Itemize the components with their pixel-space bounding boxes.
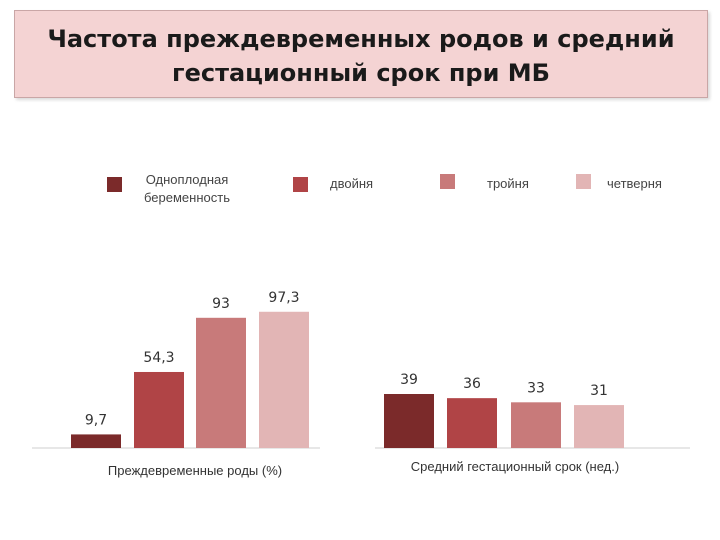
bar-preterm-triplets bbox=[196, 317, 246, 448]
data-label-preterm-twins: 54,3 bbox=[143, 350, 174, 366]
bar-gestation-single bbox=[384, 394, 434, 448]
legend-label-single: Одноплодная беременность bbox=[132, 171, 242, 207]
legend-swatch-quadruplets bbox=[576, 174, 591, 189]
legend-label-single-line2: беременность bbox=[144, 190, 230, 205]
bars-group: 9,7 54,3 93 97,3 39 36 33 31 bbox=[71, 290, 624, 448]
chart-title-line-1: Частота преждевременных родов и средний bbox=[47, 25, 675, 53]
data-label-preterm-triplets: 93 bbox=[212, 296, 230, 312]
bar-gestation-quadruplets bbox=[574, 405, 624, 448]
bar-preterm-single bbox=[71, 434, 121, 448]
title-box: Частота преждевременных родов и средний … bbox=[14, 10, 708, 98]
bar-gestation-triplets bbox=[511, 402, 561, 448]
chart-title-line-2: гестационный срок при МБ bbox=[172, 59, 550, 87]
data-label-preterm-quadruplets: 97,3 bbox=[268, 290, 299, 306]
bar-preterm-twins bbox=[134, 371, 184, 448]
data-label-gestation-triplets: 33 bbox=[527, 380, 545, 396]
data-label-gestation-twins: 36 bbox=[463, 376, 481, 392]
legend-swatch-triplets bbox=[440, 174, 455, 189]
legend-label-twins: двойня bbox=[330, 176, 374, 191]
bar-preterm-quadruplets bbox=[259, 311, 309, 448]
xlabel-preterm: Преждевременные роды (%) bbox=[107, 463, 283, 478]
data-label-gestation-quadruplets: 31 bbox=[590, 383, 608, 399]
legend-swatch-twins bbox=[293, 177, 308, 192]
xlabel-gestation: Средний гестационный срок (нед.) bbox=[410, 459, 620, 474]
legend-label-quadruplets: четверня bbox=[607, 176, 662, 191]
data-label-preterm-single: 9,7 bbox=[85, 412, 107, 428]
legend-swatch-single bbox=[107, 177, 122, 192]
legend-label-single-line1: Одноплодная bbox=[145, 172, 229, 187]
bar-gestation-twins bbox=[447, 398, 497, 448]
legend-label-triplets: тройня bbox=[487, 176, 529, 191]
data-label-gestation-single: 39 bbox=[400, 372, 418, 388]
